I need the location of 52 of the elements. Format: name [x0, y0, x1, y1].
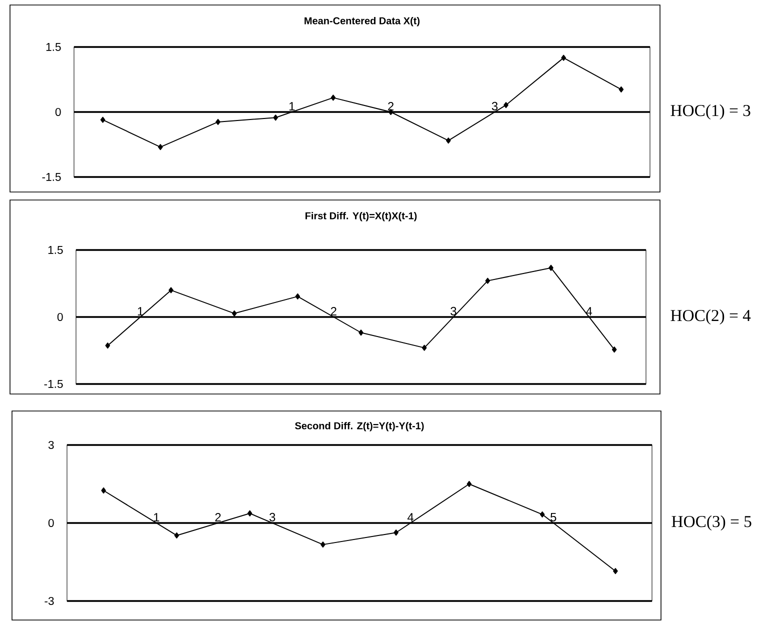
annotation: 1 [138, 307, 144, 316]
chart-title: Mean-Centered Data X(t) [304, 16, 420, 26]
point [358, 330, 364, 336]
point [612, 346, 617, 353]
point [101, 487, 106, 494]
point [394, 530, 398, 536]
y-tick-label: -1.5 [42, 173, 61, 181]
y-tick-label: 0 [48, 518, 54, 527]
text: HOC(3) = 5 [672, 515, 752, 531]
point [446, 138, 451, 144]
y-tick-label: 1.5 [46, 43, 61, 51]
y-tick-label: 0 [57, 312, 63, 321]
text: HOC(2) = 4 [670, 309, 751, 325]
point [273, 114, 278, 121]
point [232, 310, 237, 316]
annotation: 2 [330, 307, 336, 316]
annotation: 5 [550, 513, 556, 522]
chart-title: Second Diff. Z(t)=Y(t)-Y(t-1) [295, 422, 424, 432]
annotation: 4 [407, 513, 414, 522]
point [540, 511, 545, 518]
point [613, 568, 618, 574]
point [105, 342, 110, 349]
annotation: 1 [289, 102, 295, 110]
point [330, 94, 336, 101]
y-tick-label: 1.5 [48, 246, 63, 254]
point [422, 344, 427, 351]
point [561, 54, 566, 61]
point [466, 480, 472, 488]
annotation: 2 [215, 513, 221, 522]
annotation: 4 [586, 307, 592, 316]
y-tick-label: -1.5 [44, 380, 63, 388]
point [158, 144, 163, 150]
y-tick-label: -3 [44, 596, 54, 605]
point [100, 116, 106, 123]
y-tick-label: 0 [55, 108, 61, 116]
point [320, 542, 326, 548]
point [216, 118, 220, 125]
point [174, 532, 180, 538]
point [168, 287, 174, 294]
y-tick-label: 3 [48, 440, 54, 449]
annotation: 3 [450, 306, 456, 316]
point [504, 102, 508, 108]
annotation: 3 [269, 512, 276, 522]
point [618, 86, 624, 92]
chart-title: First Diff. Y(t)=X(t)X(t-1) [306, 212, 417, 222]
annotation: 1 [154, 513, 160, 522]
point [485, 278, 490, 284]
point [295, 293, 300, 300]
point [548, 264, 554, 271]
text: HOC(1) = 3 [670, 104, 750, 120]
point [247, 510, 252, 516]
annotation: 3 [492, 102, 498, 110]
